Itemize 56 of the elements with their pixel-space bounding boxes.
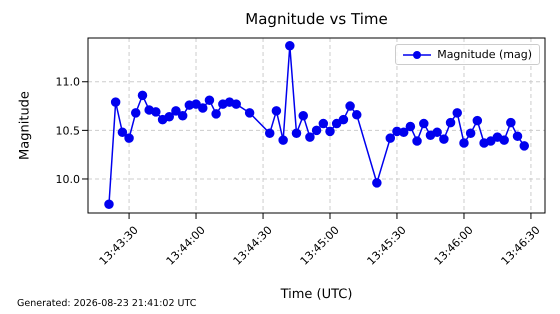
point: [178, 111, 188, 121]
point: [124, 133, 134, 143]
point: [171, 106, 181, 116]
point: [318, 118, 328, 128]
point: [446, 118, 456, 128]
point: [110, 97, 120, 107]
point: [118, 128, 128, 138]
point: [191, 99, 201, 109]
point: [292, 128, 302, 138]
point: [138, 90, 148, 100]
y-tick-label: 10.0: [56, 172, 80, 186]
point: [198, 103, 208, 113]
point: [164, 112, 174, 122]
point: [386, 133, 396, 143]
point: [151, 107, 161, 117]
point: [264, 128, 274, 138]
point: [345, 101, 355, 111]
point: [338, 114, 348, 124]
point: [452, 108, 462, 118]
point: [332, 118, 342, 128]
point: [204, 95, 214, 105]
point: [520, 141, 530, 151]
point: [419, 118, 429, 128]
point: [439, 134, 449, 144]
point: [305, 132, 315, 142]
x-axis-title: Time (UTC): [280, 287, 352, 302]
point: [130, 108, 140, 118]
y-axis-title: Magnitude: [18, 91, 33, 160]
text: Generated: 2026-08-23 21:41:02 UTC: [17, 298, 196, 309]
point: [466, 128, 476, 138]
point: [244, 108, 254, 118]
point: [312, 126, 322, 136]
legend-label: Magnitude (mag): [437, 48, 532, 61]
point: [104, 200, 114, 209]
point: [278, 135, 288, 145]
point: [231, 99, 241, 109]
chart-title: Magnitude vs Time: [244, 10, 389, 28]
y-tick-label: 10.5: [56, 124, 80, 138]
point: [398, 128, 408, 138]
point: [432, 128, 442, 138]
point: [486, 136, 496, 146]
point: [272, 106, 282, 116]
point: [512, 131, 522, 141]
point: [499, 135, 509, 145]
point: [352, 110, 362, 120]
point: [325, 126, 335, 136]
point: [506, 118, 516, 128]
point: [406, 122, 416, 132]
point: [472, 116, 482, 126]
point: [412, 136, 422, 146]
point: [372, 178, 382, 188]
point: [285, 41, 295, 51]
point: [459, 138, 469, 148]
y-tick-label: 11.0: [56, 76, 80, 89]
point: [211, 109, 221, 119]
point: [298, 111, 308, 121]
